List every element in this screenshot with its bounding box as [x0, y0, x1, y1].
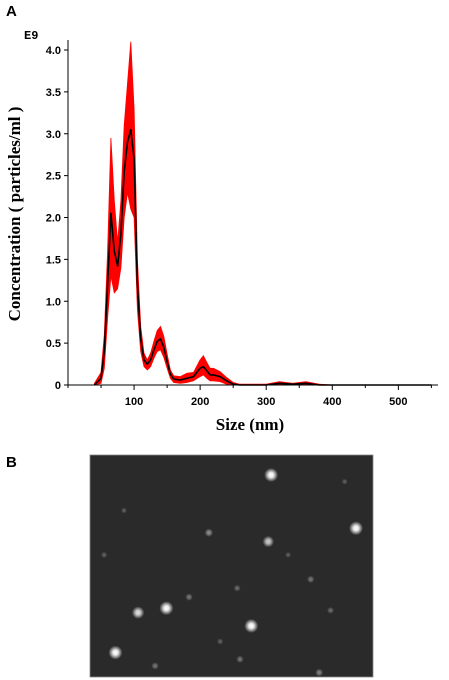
panel-a-label: A [6, 3, 17, 20]
y-tick-label: 0.5 [46, 338, 61, 350]
particle [327, 606, 335, 614]
particle [244, 618, 259, 633]
particle [315, 668, 324, 677]
particle [262, 535, 275, 548]
micrograph-background [89, 454, 374, 678]
x-tick-label: 100 [125, 396, 143, 408]
y-tick-label: 3.0 [46, 129, 61, 141]
particle [108, 645, 123, 660]
particle [120, 507, 127, 514]
error-band [94, 41, 432, 386]
mean-line-layer [93, 128, 432, 386]
panel-b-label: B [6, 454, 17, 471]
particle [100, 551, 108, 559]
y-tick-label: 2.5 [46, 171, 61, 183]
y-tick-label: 1.5 [46, 254, 61, 266]
particle [131, 606, 145, 619]
x-axis-title: Size (nm) [216, 415, 284, 434]
mean-line [93, 128, 432, 386]
particle [185, 593, 193, 601]
axes [67, 40, 438, 386]
particle [306, 575, 315, 584]
particle [341, 478, 348, 485]
y-tick-label: 0 [55, 380, 61, 392]
y-ticks: 0 0.5 1.0 1.5 2.0 2.5 3.0 3.5 4.0 [46, 45, 68, 392]
microscopy-image [89, 454, 374, 678]
y-axis-title: Concentration ( particles/ml ) [5, 107, 24, 322]
particle [285, 551, 292, 558]
x-tick-label: 400 [323, 396, 341, 408]
y-exponent-label: E9 [24, 29, 38, 43]
particle [349, 521, 364, 536]
particle [216, 638, 224, 645]
size-distribution-chart: 0 0.5 1.0 1.5 2.0 2.5 3.0 3.5 4.0 100 200 300 400 50… [46, 40, 438, 408]
particle [151, 662, 159, 670]
particle [159, 601, 174, 616]
x-tick-label: 300 [257, 396, 275, 408]
particle [233, 584, 241, 592]
x-tick-label: 200 [191, 396, 209, 408]
particle [236, 655, 244, 663]
y-tick-label: 1.0 [46, 296, 61, 308]
x-ticks: 100 200 300 400 500 [67, 385, 432, 408]
y-tick-label: 4.0 [46, 45, 61, 57]
particle [264, 467, 279, 482]
error-band-layer [94, 41, 432, 386]
y-tick-label: 2.0 [46, 213, 61, 225]
particle [204, 528, 214, 537]
x-tick-label: 500 [389, 396, 407, 408]
y-tick-label: 3.5 [46, 87, 61, 99]
